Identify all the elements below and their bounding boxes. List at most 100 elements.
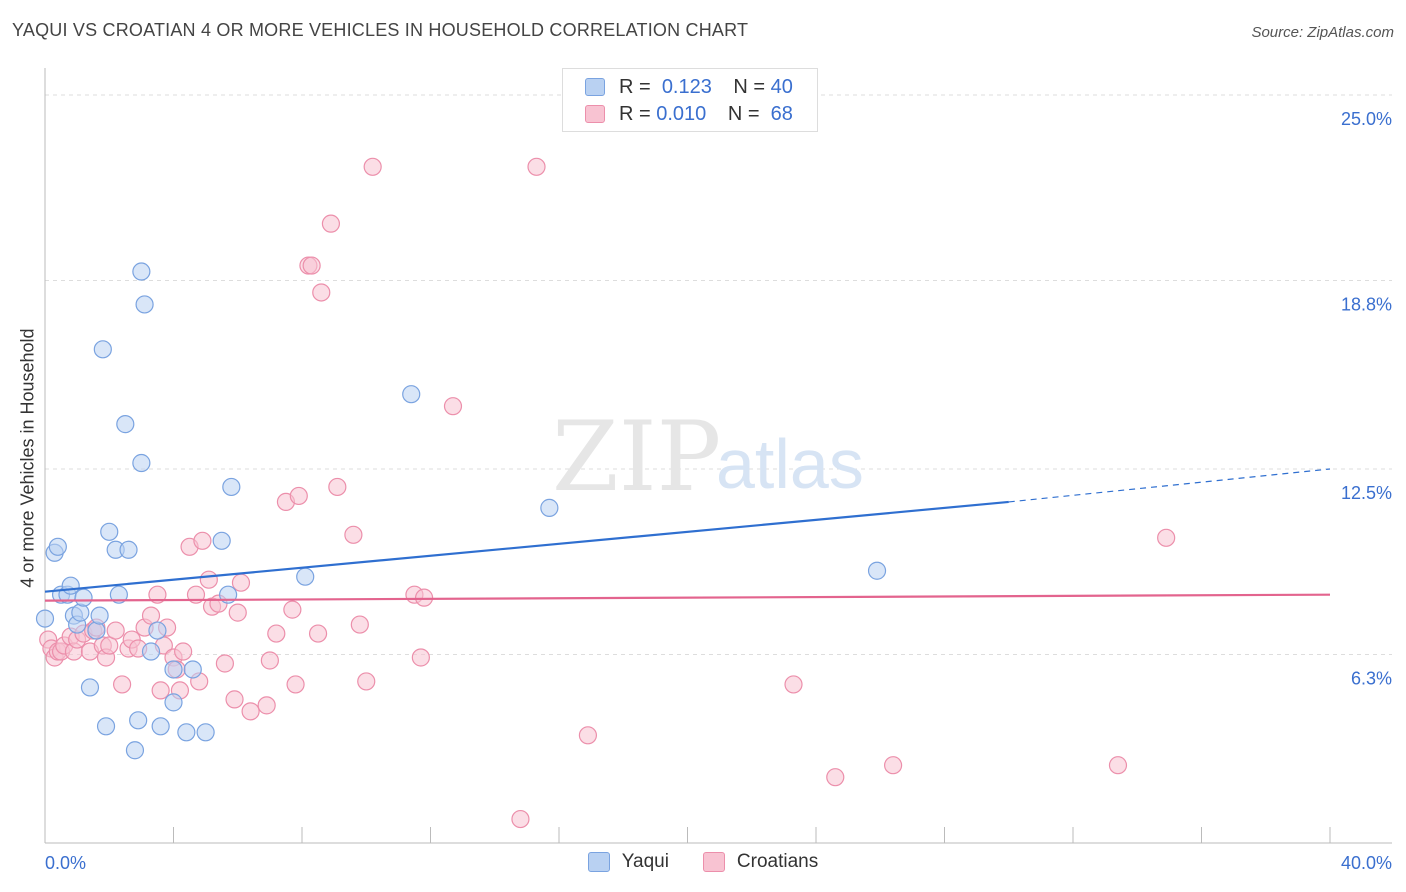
croatians-point — [231, 573, 251, 592]
croatians-point — [112, 675, 132, 694]
croatians-point — [151, 681, 170, 700]
croatians-point — [883, 756, 903, 775]
trend-lines — [44, 468, 1331, 602]
yaqui-point — [222, 477, 241, 497]
croatians-point — [511, 809, 530, 829]
series-legend: Yaqui Croatians — [0, 851, 1406, 873]
croatians-point — [302, 256, 321, 275]
yaqui-point — [183, 660, 202, 679]
yaqui-swatch — [587, 852, 610, 872]
r-label: R = — [619, 102, 651, 125]
yaqui-swatch — [585, 78, 605, 96]
yaqui-point — [540, 498, 559, 517]
croatians-point — [106, 621, 125, 640]
croatians-swatch — [702, 852, 725, 872]
croatians-trend-line — [44, 593, 1331, 602]
yaqui-point — [867, 561, 887, 580]
legend-label-croatians: Croatians — [736, 851, 819, 872]
yaqui-point — [116, 415, 135, 434]
croatians-point — [148, 585, 167, 604]
yaqui-point — [119, 540, 138, 559]
x-tick-label-max: 40.0% — [1341, 853, 1392, 873]
yaqui-point — [151, 717, 170, 736]
x-tick-label-min: 0.0% — [45, 853, 86, 873]
croatians-point — [215, 654, 234, 673]
croatians-point — [357, 672, 376, 691]
croatians-point — [283, 600, 302, 619]
yaqui-point — [48, 537, 67, 556]
yaqui-point — [80, 678, 100, 697]
watermark-zip: ZIP — [552, 401, 721, 513]
yaqui-point — [90, 606, 109, 625]
y-tick-label: 18.8% — [1341, 295, 1392, 315]
yaqui-point — [148, 621, 167, 640]
croatians-point — [267, 624, 286, 643]
croatians-swatch — [585, 105, 605, 123]
yaqui-point — [87, 621, 106, 640]
yaqui-point — [177, 723, 196, 742]
y-tick-label: 12.5% — [1341, 483, 1392, 503]
croatians-point — [527, 157, 546, 176]
n-value: 40 — [770, 75, 793, 98]
croatians-points — [39, 157, 1176, 829]
yaqui-point — [35, 609, 55, 628]
legend-item-croatians[interactable]: Croatians — [702, 851, 819, 873]
croatians-point — [578, 726, 598, 745]
correlation-legend: R = 0.123 N = 40 R = 0.010 N = 68 — [562, 68, 818, 132]
croatians-point — [286, 675, 305, 694]
croatians-point — [260, 651, 279, 670]
n-label: N = — [727, 102, 760, 125]
croatians-point — [414, 588, 434, 607]
yaqui-point — [93, 340, 112, 359]
croatians-point — [443, 397, 463, 416]
r-label: R = — [619, 75, 651, 98]
yaqui-point — [71, 603, 90, 622]
yaqui-point — [135, 295, 154, 314]
croatians-point — [257, 696, 276, 715]
yaqui-trend-extension — [1008, 468, 1331, 503]
croatians-point — [312, 283, 331, 302]
yaqui-point — [96, 717, 116, 736]
yaqui-point — [132, 262, 151, 281]
croatians-point — [411, 648, 430, 667]
croatians-point — [350, 615, 369, 634]
croatians-point — [321, 214, 341, 233]
yaqui-point — [125, 741, 145, 760]
croatians-point — [344, 525, 363, 544]
grid-lines — [45, 94, 1392, 656]
legend-item-yaqui[interactable]: Yaqui — [587, 851, 669, 873]
croatians-point — [199, 570, 218, 589]
legend-label-yaqui: Yaqui — [621, 851, 669, 872]
yaqui-point — [141, 642, 161, 661]
yaqui-point — [132, 453, 151, 473]
croatians-point — [308, 624, 328, 643]
croatians-point — [289, 486, 308, 506]
croatians-point — [100, 636, 119, 655]
croatians-point — [241, 702, 260, 721]
yaqui-point — [296, 567, 315, 586]
croatians-point — [174, 642, 193, 661]
croatians-point — [784, 675, 803, 694]
croatians-point — [141, 606, 161, 625]
croatians-point — [826, 768, 845, 787]
chart-title: YAQUI VS CROATIAN 4 OR MORE VEHICLES IN … — [12, 20, 749, 40]
yaqui-point — [164, 693, 183, 712]
croatians-point — [1108, 756, 1128, 775]
yaqui-point — [212, 531, 231, 550]
croatians-point — [225, 690, 244, 709]
r-value: 0.123 — [661, 75, 712, 98]
legend-row-croatians: R = 0.010 N = 68 — [585, 102, 793, 126]
croatians-point — [328, 477, 347, 497]
yaqui-point — [61, 576, 80, 595]
croatians-point — [193, 531, 212, 550]
y-tick-label: 25.0% — [1341, 109, 1392, 129]
yaqui-point — [402, 385, 421, 404]
croatians-point — [1157, 528, 1176, 547]
source-credit: Source: ZipAtlas.com — [1251, 24, 1394, 41]
croatians-point — [228, 603, 247, 622]
r-value: 0.010 — [656, 102, 707, 125]
n-value: 68 — [770, 102, 793, 125]
yaqui-point — [129, 711, 148, 730]
yaqui-point — [164, 660, 183, 679]
